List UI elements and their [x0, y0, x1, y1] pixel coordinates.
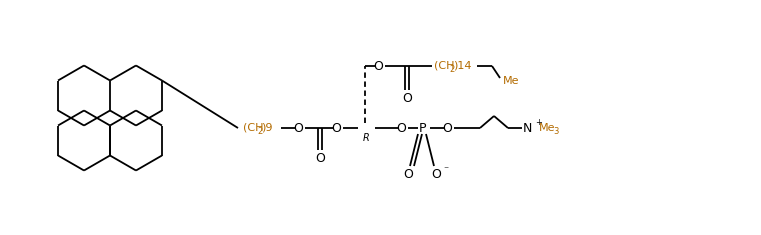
- Text: O: O: [431, 168, 441, 180]
- Text: O: O: [402, 91, 412, 105]
- Text: (CH: (CH: [434, 61, 454, 71]
- Text: Me: Me: [503, 76, 520, 86]
- Text: O: O: [403, 168, 413, 180]
- Text: O: O: [442, 121, 452, 134]
- Text: N: N: [522, 121, 532, 134]
- Text: O: O: [315, 152, 325, 164]
- Text: O: O: [331, 121, 341, 134]
- Text: (CH: (CH: [243, 123, 263, 133]
- Text: 2: 2: [257, 128, 263, 137]
- Text: P: P: [419, 121, 425, 134]
- Text: ⁻: ⁻: [443, 165, 448, 175]
- Text: 3: 3: [553, 128, 559, 137]
- Text: 2: 2: [449, 66, 454, 74]
- Text: O: O: [293, 121, 303, 134]
- Text: +: +: [535, 118, 542, 126]
- Text: )9: )9: [261, 123, 272, 133]
- Text: O: O: [373, 59, 383, 73]
- Text: R: R: [363, 133, 370, 143]
- Text: Me: Me: [539, 123, 556, 133]
- Text: )14: )14: [453, 61, 472, 71]
- Text: O: O: [396, 121, 406, 134]
